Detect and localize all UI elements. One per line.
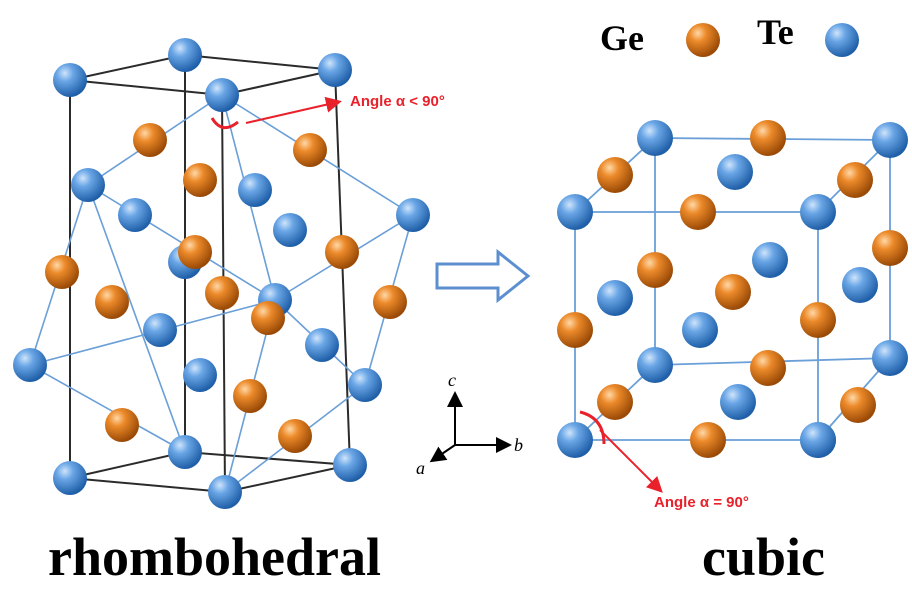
ge-atom bbox=[557, 312, 593, 348]
cubic-angle-arrow bbox=[599, 429, 663, 493]
te-atom bbox=[205, 78, 239, 112]
te-atom bbox=[183, 358, 217, 392]
hex-top-edge bbox=[69, 53, 336, 81]
ge-atom bbox=[251, 301, 285, 335]
te-atom bbox=[348, 368, 382, 402]
rhombohedral-bond-line bbox=[87, 184, 186, 453]
legend-ge-label: Ge bbox=[600, 18, 644, 58]
te-atom bbox=[872, 340, 908, 376]
te-atom bbox=[305, 328, 339, 362]
rhombohedral-angle-arrow bbox=[245, 96, 342, 124]
ge-atom bbox=[95, 285, 129, 319]
hex-top-edge-front bbox=[69, 69, 336, 97]
ge-atom bbox=[45, 255, 79, 289]
te-atom bbox=[238, 173, 272, 207]
te-atom bbox=[872, 122, 908, 158]
ge-atom bbox=[183, 163, 217, 197]
te-atom bbox=[800, 194, 836, 230]
cubic-angle-arc bbox=[579, 410, 606, 445]
ge-atom bbox=[690, 422, 726, 458]
te-atom bbox=[637, 120, 673, 156]
ge-atom bbox=[597, 157, 633, 193]
ge-atom bbox=[750, 350, 786, 386]
ge-atom bbox=[178, 235, 212, 269]
ge-atom bbox=[637, 252, 673, 288]
cubic-angle-label: Angle α = 90° bbox=[654, 494, 749, 511]
te-atom bbox=[842, 267, 878, 303]
te-atom bbox=[71, 168, 105, 202]
ge-atom bbox=[840, 387, 876, 423]
te-atom bbox=[53, 63, 87, 97]
legend-ge-swatch bbox=[686, 23, 720, 57]
ge-atom bbox=[715, 274, 751, 310]
cubic-caption: cubic bbox=[702, 527, 826, 587]
te-atom bbox=[597, 280, 633, 316]
ge-atom bbox=[800, 302, 836, 338]
ge-atom bbox=[105, 408, 139, 442]
te-atom bbox=[682, 312, 718, 348]
rhombohedral-caption: rhombohedral bbox=[48, 527, 382, 587]
axis-b-label: b bbox=[514, 435, 523, 455]
rhombohedral-bond-line bbox=[29, 364, 186, 453]
ge-atom bbox=[597, 384, 633, 420]
te-atom bbox=[717, 154, 753, 190]
te-atom bbox=[557, 422, 593, 458]
ge-atom bbox=[233, 379, 267, 413]
te-atom bbox=[752, 242, 788, 278]
axis-a-arrow bbox=[429, 444, 456, 463]
te-atom bbox=[318, 53, 352, 87]
ge-atom bbox=[872, 230, 908, 266]
te-atom bbox=[720, 384, 756, 420]
ge-atom bbox=[325, 235, 359, 269]
ge-atom bbox=[837, 162, 873, 198]
te-atom bbox=[273, 213, 307, 247]
te-atom bbox=[13, 348, 47, 382]
te-atom bbox=[168, 38, 202, 72]
ge-atom bbox=[373, 285, 407, 319]
legend-te-swatch bbox=[825, 23, 859, 57]
ge-atom bbox=[133, 123, 167, 157]
te-atom bbox=[143, 313, 177, 347]
te-atom bbox=[396, 198, 430, 232]
ge-atom bbox=[680, 194, 716, 230]
te-atom bbox=[53, 461, 87, 495]
te-atom bbox=[637, 347, 673, 383]
te-atom bbox=[208, 475, 242, 509]
ge-atom bbox=[750, 120, 786, 156]
ge-atom bbox=[205, 276, 239, 310]
rhombohedral-angle-label: Angle α < 90° bbox=[350, 93, 445, 110]
rhombohedral-angle-arc bbox=[210, 117, 239, 130]
ge-atom bbox=[293, 133, 327, 167]
te-atom bbox=[557, 194, 593, 230]
axis-c-label: c bbox=[448, 370, 456, 390]
te-atom bbox=[168, 435, 202, 469]
te-atom bbox=[118, 198, 152, 232]
legend-te-label: Te bbox=[757, 12, 794, 52]
transition-arrow bbox=[435, 248, 531, 304]
te-atom bbox=[800, 422, 836, 458]
axis-a-label: a bbox=[416, 458, 425, 478]
ge-atom bbox=[278, 419, 312, 453]
te-atom bbox=[333, 448, 367, 482]
